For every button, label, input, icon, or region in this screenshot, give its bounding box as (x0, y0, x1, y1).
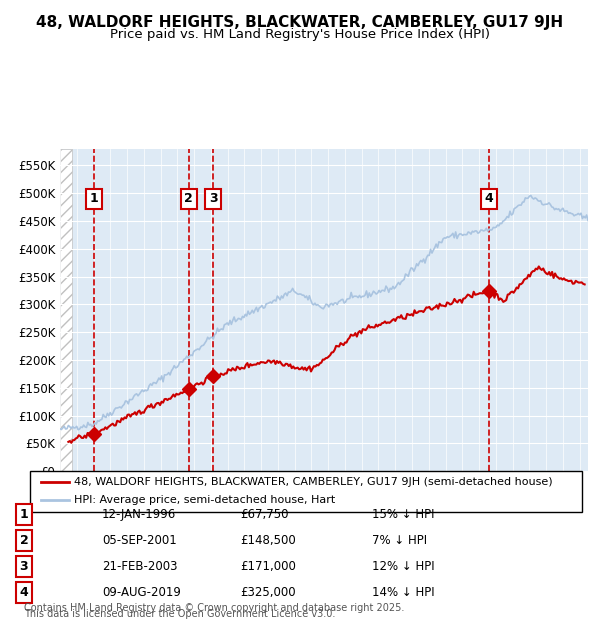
Text: 4: 4 (485, 192, 493, 205)
Text: 12% ↓ HPI: 12% ↓ HPI (372, 560, 434, 573)
Text: 14% ↓ HPI: 14% ↓ HPI (372, 587, 434, 599)
Text: 4: 4 (20, 587, 28, 599)
Text: 2: 2 (184, 192, 193, 205)
Text: 1: 1 (89, 192, 98, 205)
Text: 2: 2 (20, 534, 28, 547)
Text: Contains HM Land Registry data © Crown copyright and database right 2025.: Contains HM Land Registry data © Crown c… (24, 603, 404, 613)
Text: £171,000: £171,000 (240, 560, 296, 573)
Text: 3: 3 (20, 560, 28, 573)
Text: 3: 3 (209, 192, 218, 205)
Text: 7% ↓ HPI: 7% ↓ HPI (372, 534, 427, 547)
Text: £325,000: £325,000 (240, 587, 296, 599)
Text: 05-SEP-2001: 05-SEP-2001 (102, 534, 177, 547)
Text: 1: 1 (20, 508, 28, 521)
FancyBboxPatch shape (30, 471, 582, 511)
Text: 21-FEB-2003: 21-FEB-2003 (102, 560, 178, 573)
Text: 48, WALDORF HEIGHTS, BLACKWATER, CAMBERLEY, GU17 9JH (semi-detached house): 48, WALDORF HEIGHTS, BLACKWATER, CAMBERL… (74, 477, 553, 487)
Text: 15% ↓ HPI: 15% ↓ HPI (372, 508, 434, 521)
Text: HPI: Average price, semi-detached house, Hart: HPI: Average price, semi-detached house,… (74, 495, 335, 505)
Text: 09-AUG-2019: 09-AUG-2019 (102, 587, 181, 599)
Text: £148,500: £148,500 (240, 534, 296, 547)
Bar (60, 149, 72, 471)
Text: 48, WALDORF HEIGHTS, BLACKWATER, CAMBERLEY, GU17 9JH: 48, WALDORF HEIGHTS, BLACKWATER, CAMBERL… (37, 16, 563, 30)
Text: £67,750: £67,750 (240, 508, 289, 521)
Text: This data is licensed under the Open Government Licence v3.0.: This data is licensed under the Open Gov… (24, 609, 335, 619)
Text: Price paid vs. HM Land Registry's House Price Index (HPI): Price paid vs. HM Land Registry's House … (110, 28, 490, 41)
Text: 12-JAN-1996: 12-JAN-1996 (102, 508, 176, 521)
